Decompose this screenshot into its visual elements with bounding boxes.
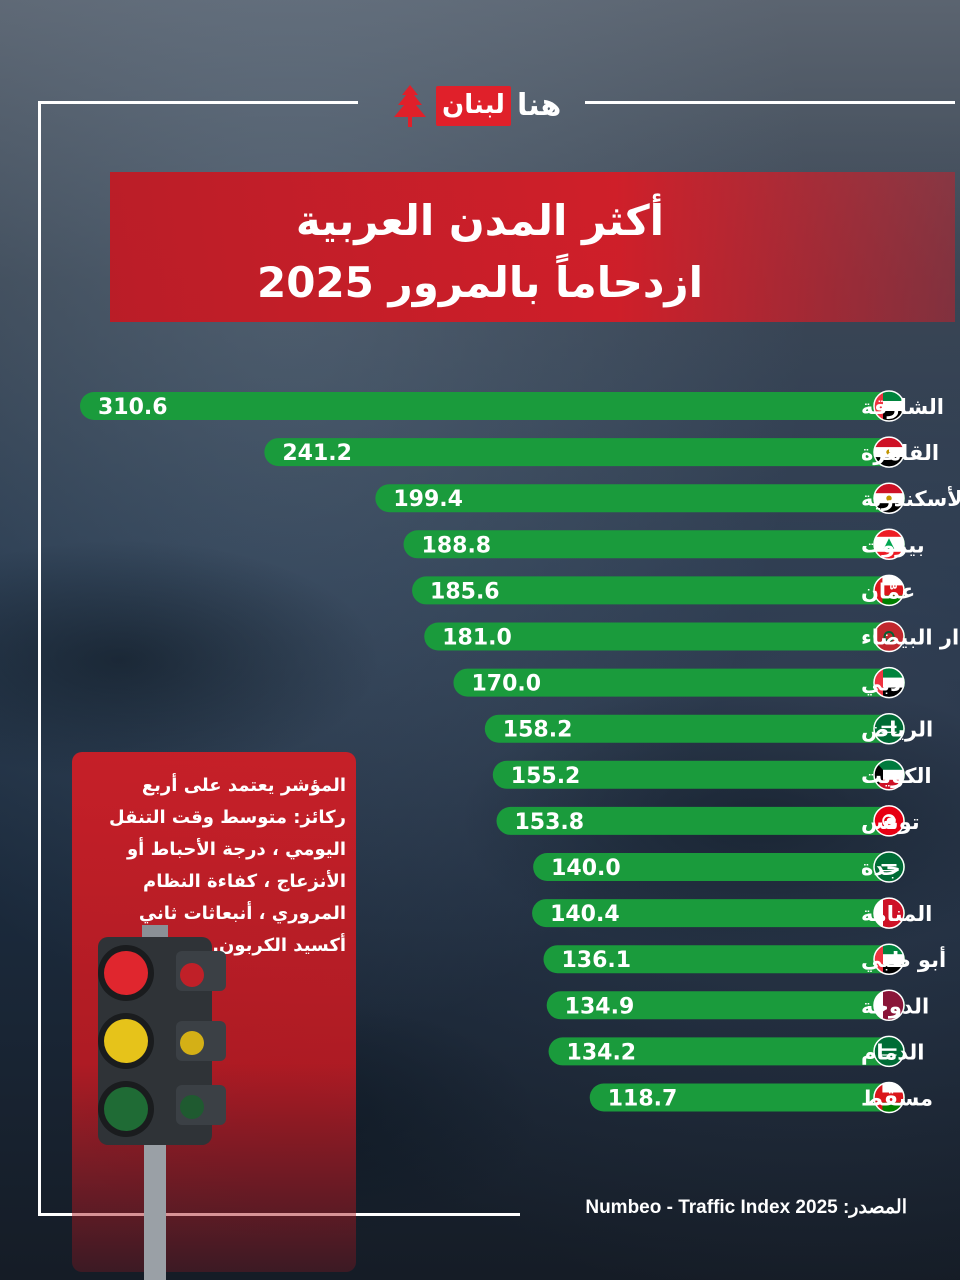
frame-top-right	[585, 101, 955, 104]
category-label: الدمام	[861, 1040, 925, 1064]
value-label: 153.8	[514, 810, 584, 835]
morocco-flag-icon	[873, 620, 905, 653]
kuwait-flag-icon	[873, 759, 905, 791]
category-label: تونس	[861, 810, 920, 834]
tunisia-flag-icon	[873, 805, 905, 837]
value-label: 140.0	[551, 856, 621, 881]
bar-row: 310.6 الشارقة	[80, 390, 944, 422]
bar	[424, 622, 905, 651]
source-label: المصدر:	[842, 1197, 907, 1218]
value-label: 241.2	[282, 441, 352, 466]
category-label: الدار البيضاء	[861, 626, 960, 650]
bar	[543, 945, 905, 974]
bar-row: 170.0 دبي	[453, 666, 905, 699]
value-label: 134.2	[567, 1040, 637, 1065]
bar	[546, 991, 905, 1020]
category-label: المنامة	[861, 902, 932, 926]
value-label: 134.9	[565, 994, 635, 1019]
lebanon-flag-icon	[873, 528, 905, 561]
egypt-flag-icon	[873, 482, 905, 514]
bar-row: 140.0 جدة	[533, 851, 905, 883]
value-label: 199.4	[393, 487, 463, 512]
category-label: الدوحة	[861, 994, 929, 1018]
qatar-flag-icon	[873, 989, 905, 1022]
bar	[412, 576, 905, 605]
bar-row: 188.8 بيروت	[403, 528, 925, 561]
bar-row: 181.0 الدار البيضاء	[424, 620, 960, 653]
bar-row: 136.1 أبو ظبي	[543, 943, 946, 975]
bar	[532, 899, 905, 928]
bar	[533, 853, 905, 881]
value-label: 170.0	[471, 672, 541, 697]
saudi-flag-icon	[873, 1035, 905, 1068]
value-label: 136.1	[561, 948, 631, 973]
category-label: عمّان	[861, 579, 915, 603]
bar	[453, 668, 905, 697]
category-label: الكويت	[861, 764, 932, 788]
page-title: أكثر المدن العربية ازدحاماً بالمرور 2025	[110, 190, 850, 314]
bar	[492, 760, 905, 789]
bahrain-flag-icon	[873, 897, 905, 929]
bar	[375, 484, 906, 513]
bar-row: 134.9 الدوحة	[546, 989, 929, 1022]
bar	[484, 714, 905, 743]
bar	[496, 806, 905, 835]
logo-white-text: هنا	[516, 88, 562, 123]
bar-row: 158.2 الرياض	[484, 712, 933, 745]
bar-row: 140.4 المنامة	[532, 897, 932, 929]
category-label: الأسكندرية	[861, 485, 960, 511]
value-label: 310.6	[98, 395, 168, 420]
saudi-flag-icon	[873, 851, 905, 883]
category-label: بيروت	[861, 533, 925, 557]
frame-top-left	[38, 101, 358, 104]
title-band	[110, 172, 955, 322]
value-label: 185.6	[430, 579, 500, 604]
value-label: 158.2	[503, 718, 573, 743]
category-label: أبو ظبي	[861, 945, 946, 972]
oman-flag-icon	[873, 1081, 905, 1114]
bar-row: 134.2 الدمام	[548, 1035, 925, 1068]
category-label: الرياض	[861, 718, 933, 742]
value-label: 140.4	[550, 902, 620, 927]
category-label: القاهرة	[861, 441, 939, 465]
bar	[80, 392, 905, 420]
bar-row: 153.8 تونس	[496, 805, 920, 837]
traffic-light-icon	[98, 925, 226, 1280]
bar-row: 118.7 مسقط	[589, 1081, 933, 1114]
value-label: 118.7	[608, 1087, 678, 1112]
category-label: جدة	[861, 856, 901, 880]
source-text: المصدر: Numbeo - Traffic Index 2025	[525, 1196, 907, 1219]
frame-left	[38, 101, 41, 1216]
source-value: Numbeo - Traffic Index 2025	[585, 1197, 838, 1218]
category-label: مسقط	[861, 1087, 933, 1111]
category-label: الشارقة	[861, 395, 944, 419]
bar	[589, 1083, 905, 1112]
bar-row: 199.4 الأسكندرية	[375, 482, 960, 514]
value-label: 188.8	[422, 533, 492, 558]
title-line-1: أكثر المدن العربية	[295, 196, 665, 245]
category-label: دبي	[861, 672, 901, 696]
cedar-icon	[394, 85, 426, 127]
bar-row: 241.2 القاهرة	[264, 436, 939, 468]
egypt-flag-icon	[873, 436, 905, 468]
saudi-flag-icon	[873, 712, 905, 745]
uae-flag-icon	[873, 390, 905, 422]
bar	[548, 1037, 905, 1066]
oman-flag-icon	[873, 574, 905, 607]
bar	[403, 530, 905, 559]
value-label: 155.2	[511, 764, 581, 789]
bar	[264, 438, 905, 467]
value-label: 181.0	[442, 626, 512, 651]
brand-logo: لبنان هنا	[390, 82, 572, 130]
uae-flag-icon	[873, 666, 905, 699]
uae-flag-icon	[873, 943, 905, 975]
bar-row: 185.6 عمّان	[412, 574, 915, 607]
bar-row: 155.2 الكويت	[492, 759, 932, 791]
title-line-2: ازدحاماً بالمرور 2025	[257, 258, 703, 307]
logo-red-text: لبنان	[436, 86, 511, 126]
info-text: المؤشر يعتمد على أربع ركائز: متوسط وقت ا…	[109, 775, 346, 956]
